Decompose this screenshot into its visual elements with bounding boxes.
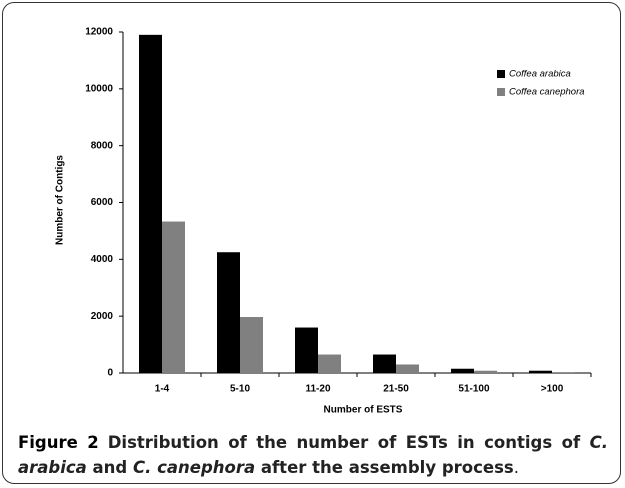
y-tick-label: 0 xyxy=(107,368,113,379)
x-tick-label: 5-10 xyxy=(230,384,250,395)
caption-text: C. canephora xyxy=(132,458,256,477)
legend-swatch xyxy=(497,70,505,78)
x-tick-label: 1-4 xyxy=(155,384,170,395)
y-tick-label: 2000 xyxy=(91,311,114,322)
caption-text: after the assembly process xyxy=(255,458,514,477)
caption-label: Figure 2 xyxy=(18,433,99,452)
bar xyxy=(139,34,162,373)
caption-text: Distribution of the number of ESTs in co… xyxy=(107,433,590,452)
chart: Number of ESTS Number of Contigs 0 2000 40… xyxy=(55,27,592,416)
caption-text: . xyxy=(513,458,519,477)
y-tick-label: 12000 xyxy=(85,27,113,38)
bar xyxy=(295,327,318,373)
x-tick-label: 11-20 xyxy=(305,384,330,395)
bar xyxy=(474,370,497,373)
x-tick-label: >100 xyxy=(541,384,564,395)
bar xyxy=(552,372,575,373)
bar xyxy=(217,252,240,373)
x-tick-label: 21-50 xyxy=(383,384,409,395)
bar xyxy=(318,354,341,373)
bar xyxy=(396,364,419,373)
x-axis-title: Number of ESTS xyxy=(324,405,403,416)
y-tick-label: 8000 xyxy=(91,140,114,151)
y-tick-label: 10000 xyxy=(85,83,113,94)
y-axis-title: Number of Contigs xyxy=(55,155,66,245)
y-tick-label: 6000 xyxy=(91,197,114,208)
x-tick-label: 51-100 xyxy=(458,384,490,395)
legend-swatch xyxy=(497,88,505,96)
legend-label: Coffea arabica xyxy=(509,69,571,80)
bar xyxy=(529,370,552,373)
bar xyxy=(162,221,185,373)
figure-caption: Figure 2 Distribution of the number of E… xyxy=(18,430,608,480)
legend-label: Coffea canephora xyxy=(509,87,585,98)
caption-text: and xyxy=(86,458,133,477)
y-tick-label: 4000 xyxy=(91,254,114,265)
bar xyxy=(451,368,474,373)
caption-text: C. arabica xyxy=(18,433,608,477)
bar xyxy=(373,354,396,373)
bar xyxy=(240,317,263,373)
figure-frame xyxy=(2,2,621,484)
